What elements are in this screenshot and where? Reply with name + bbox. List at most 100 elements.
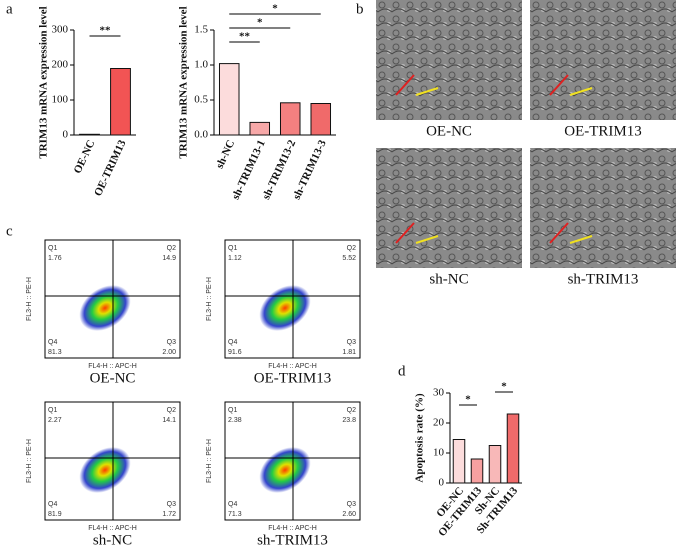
em-image [530, 0, 676, 120]
y-axis-title: FL3-H :: PE-H [26, 439, 33, 483]
em-caption: OE-TRIM13 [564, 123, 642, 139]
arrow-red [395, 74, 415, 96]
bar [110, 68, 131, 136]
significance-label: * [272, 3, 278, 15]
bar [279, 102, 301, 136]
quadrant-value: 1.12 [228, 255, 242, 262]
y-tick-label: 0.0 [194, 129, 208, 141]
flow-caption: OE-NC [90, 370, 136, 386]
quadrant-name: Q1 [228, 407, 237, 414]
quadrant-value: 91.6 [228, 349, 242, 356]
significance-label: * [465, 394, 471, 406]
flow-caption: sh-NC [93, 532, 132, 548]
quadrant-name: Q1 [48, 407, 57, 414]
quadrant-name: Q3 [167, 339, 176, 346]
arrow-yellow [415, 87, 439, 96]
y-tick-label: 1.5 [194, 24, 208, 36]
y-tick-label: 300 [52, 24, 69, 36]
flow-caption: sh-TRIM13 [257, 532, 328, 548]
quadrant-name: Q2 [167, 245, 176, 252]
arrow-yellow [569, 235, 593, 244]
bar [310, 103, 332, 136]
quadrant-name: Q4 [228, 339, 237, 346]
quadrant-value: 23.8 [342, 417, 356, 424]
bar [452, 439, 466, 484]
cell-population [259, 447, 311, 493]
quadrant-value: 5.52 [342, 255, 356, 262]
quadrant-value: 2.60 [342, 511, 356, 518]
arrow-red [395, 222, 415, 244]
y-tick-label: 10 [433, 447, 445, 459]
quadrant-name: Q3 [167, 501, 176, 508]
em-caption: OE-NC [426, 123, 472, 139]
bar [249, 121, 271, 136]
arrow-yellow [569, 87, 593, 96]
y-tick-label: 0.5 [194, 94, 208, 106]
arrow-red [549, 74, 569, 96]
x-axis-title: FL4-H :: APC-H [268, 363, 317, 370]
bar [79, 133, 100, 136]
x-tick-label: sh-NC [214, 138, 238, 170]
cell-population [259, 285, 311, 331]
arrow-yellow [415, 235, 439, 244]
x-axis-title: FL4-H :: APC-H [88, 525, 137, 532]
quadrant-name: Q4 [48, 501, 57, 508]
y-tick-label: 20 [433, 417, 445, 429]
bar [506, 413, 520, 484]
y-axis-title: TRIM13 mRNA expression level [38, 6, 50, 158]
em-image [376, 148, 522, 268]
y-tick-label: 100 [52, 94, 69, 106]
y-tick-label: 200 [52, 59, 69, 71]
significance-label: ** [100, 25, 112, 37]
significance-label: * [257, 17, 263, 29]
quadrant-name: Q3 [347, 501, 356, 508]
quadrant-name: Q2 [347, 407, 356, 414]
quadrant-value: 14.1 [162, 417, 176, 424]
y-tick-label: 30 [433, 387, 445, 399]
bar [218, 63, 240, 136]
x-tick-label: OE-NC [72, 138, 98, 175]
quadrant-name: Q1 [48, 245, 57, 252]
y-tick-label: 1.0 [194, 59, 208, 71]
y-tick-label: 0 [63, 129, 69, 141]
y-axis-title: FL3-H :: PE-H [26, 277, 33, 321]
em-caption: sh-NC [429, 271, 468, 287]
em-image [376, 0, 522, 120]
quadrant-name: Q4 [48, 339, 57, 346]
quadrant-value: 2.27 [48, 417, 62, 424]
y-axis-title: FL3-H :: PE-H [206, 277, 213, 321]
quadrant-name: Q3 [347, 339, 356, 346]
em-caption: sh-TRIM13 [568, 271, 639, 287]
quadrant-value: 1.81 [342, 349, 356, 356]
panel-label: b [356, 1, 364, 17]
x-tick-label: OE-TRIM13 [92, 138, 129, 198]
em-image [530, 148, 676, 268]
quadrant-name: Q1 [228, 245, 237, 252]
cell-population [79, 285, 131, 331]
bar [488, 445, 502, 484]
panel-label: a [6, 1, 13, 17]
quadrant-value: 81.9 [48, 511, 62, 518]
y-axis-title: Apoptosis rate (%) [414, 393, 426, 483]
arrow-red [549, 222, 569, 244]
y-tick-label: 0 [439, 477, 445, 489]
quadrant-name: Q2 [347, 245, 356, 252]
flow-caption: OE-TRIM13 [254, 370, 332, 386]
panel-label: c [6, 223, 13, 239]
x-axis-title: FL4-H :: APC-H [268, 525, 317, 532]
x-tick-label: sh-TRIM13-3 [291, 138, 329, 202]
cell-population [79, 447, 131, 493]
quadrant-name: Q2 [167, 407, 176, 414]
quadrant-name: Q4 [228, 501, 237, 508]
quadrant-value: 2.00 [162, 349, 176, 356]
quadrant-value: 14.9 [162, 255, 176, 262]
panel-label: d [398, 363, 406, 379]
bar [470, 458, 484, 484]
quadrant-value: 71.3 [228, 511, 242, 518]
quadrant-value: 1.72 [162, 511, 176, 518]
y-axis-title: TRIM13 mRNA expression level [178, 6, 190, 158]
quadrant-value: 1.76 [48, 255, 62, 262]
significance-label: * [501, 381, 507, 393]
significance-label: ** [239, 31, 251, 43]
